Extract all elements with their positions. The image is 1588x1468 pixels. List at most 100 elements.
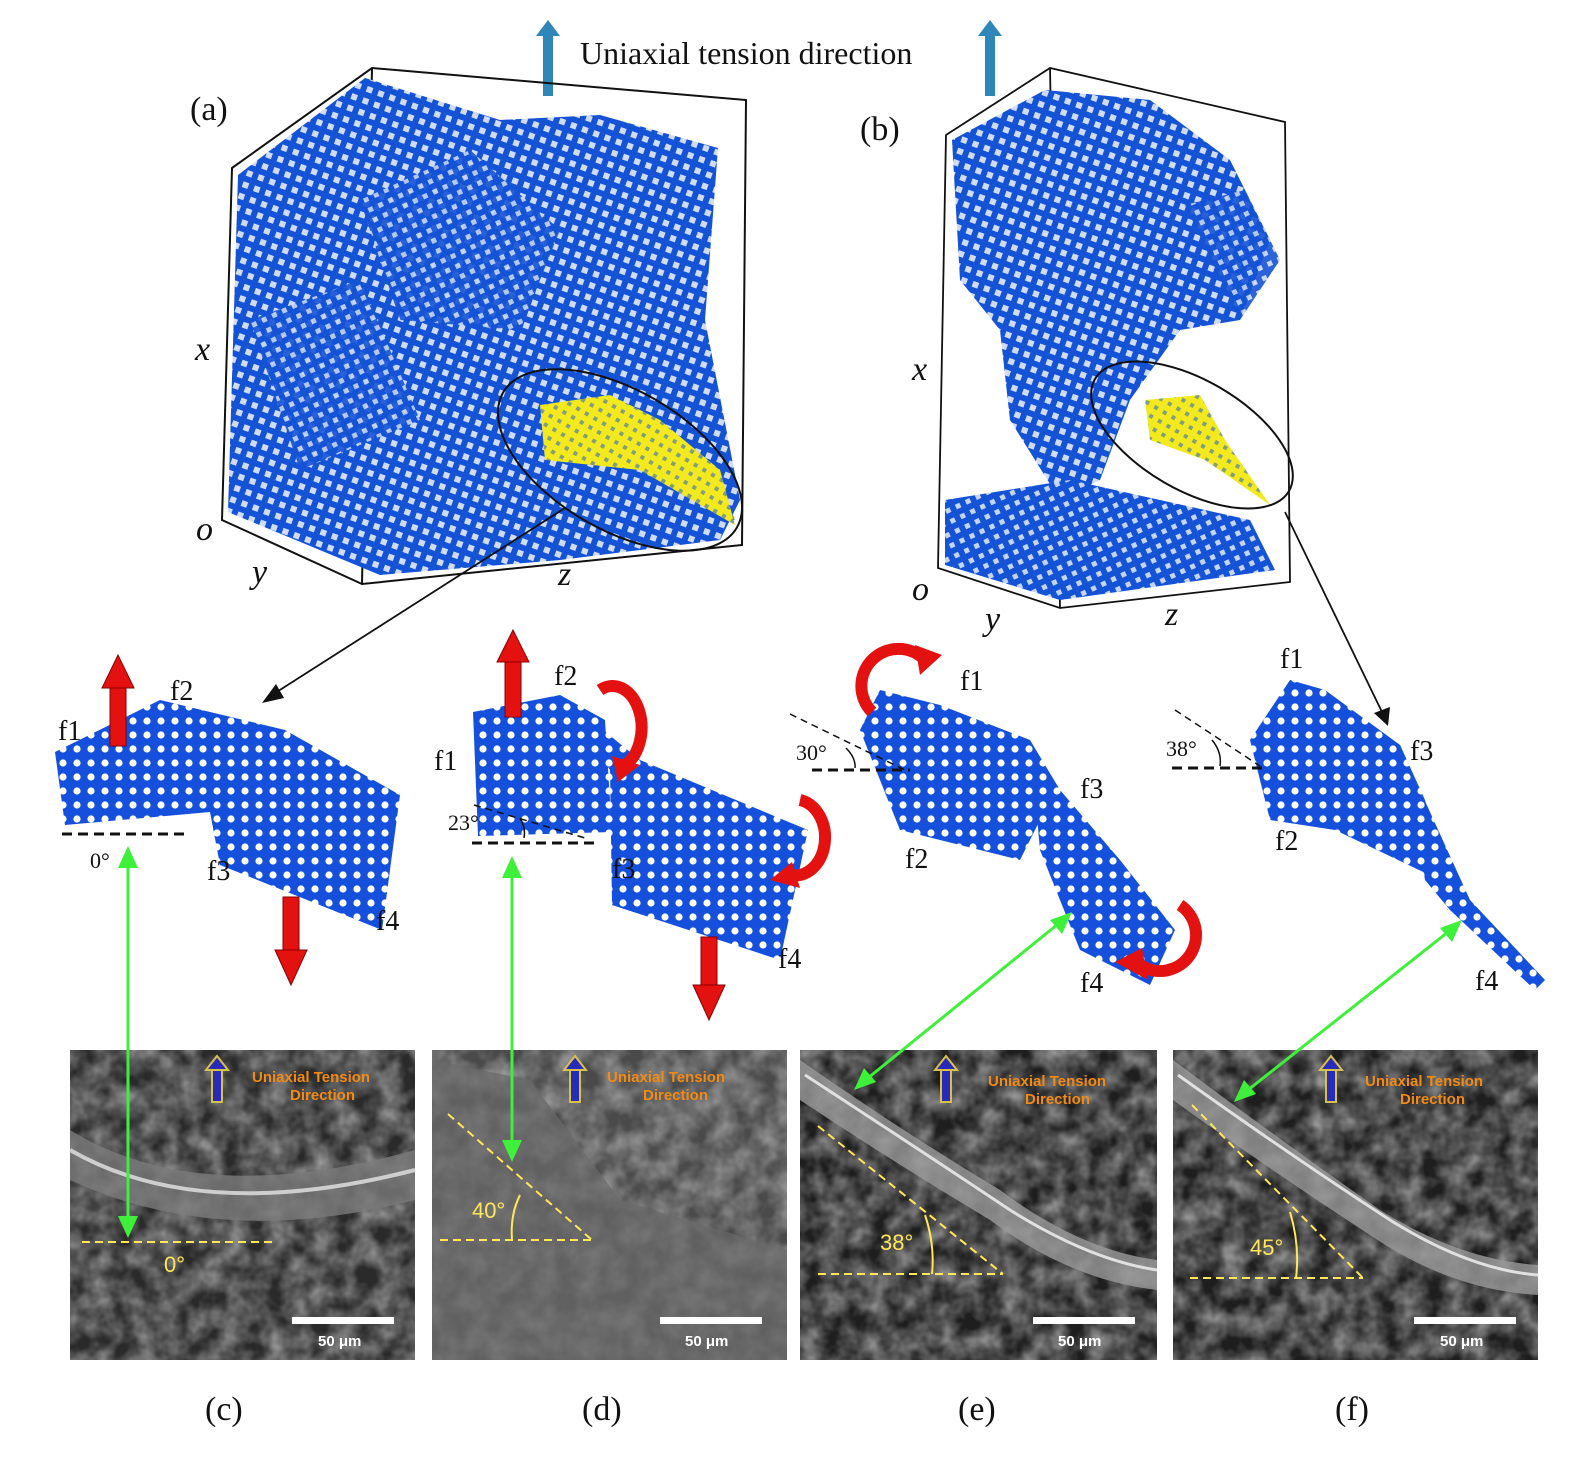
axis-x-b: x [911,351,927,388]
highlighted-sheets-a [540,395,735,525]
panel-b-label: (b) [860,111,900,148]
scale-label-c: 50 μm [318,1333,361,1350]
rotation-arrow-e-bottom [1115,900,1203,980]
panel-d-label: (d) [582,1391,622,1428]
axis-o-a: o [196,511,213,548]
sem-tension-label-e-1: Uniaxial Tension [988,1073,1106,1090]
scale-label-d: 50 μm [685,1333,728,1350]
label-f2-f: f2 [1275,826,1298,857]
force-arrow-up-d [496,628,530,718]
scale-bar-f [1414,1317,1516,1324]
panel-c-label: (c) [205,1391,243,1428]
scale-label-e: 50 μm [1058,1333,1101,1350]
sem-angle-arc-e [924,1214,934,1275]
model-e: f1 f2 f3 f4 30° [789,642,1203,999]
sem-image-f: Uniaxial Tension Direction 45° 50 μm [1173,1050,1539,1360]
link-arrow-c [118,846,138,1238]
label-f1-f: f1 [1280,644,1303,675]
sem-tension-label-e-2: Direction [1025,1091,1090,1108]
graphene-network-b [945,90,1280,600]
label-f3-e: f3 [1080,774,1103,805]
link-arrow-d [502,856,522,1162]
sem-tilt-line-f [1191,1104,1364,1279]
sem-image-d: Uniaxial Tension Direction 40° 50 μm [432,1050,787,1360]
axis-z-a: z [557,556,571,593]
angle-label-c: 0° [90,848,110,873]
panel-a-label: (a) [190,91,228,128]
tension-direction-header: Uniaxial tension direction [536,20,1002,96]
sem-tilt-line-d [447,1113,593,1241]
angle-arc-d [519,817,526,839]
sem-image-c: Uniaxial Tension Direction 0° 50 μm [69,1050,416,1360]
sem-tension-arrow-c-icon [203,1054,231,1103]
sem-tension-label-c-2: Direction [290,1087,355,1104]
label-f2-d: f2 [554,661,577,692]
angle-label-d: 23° [448,810,479,835]
tension-arrow-left-icon [536,20,560,96]
link-arrow-f [1234,920,1462,1102]
label-f3-f: f3 [1410,736,1433,767]
label-f4-d: f4 [778,944,801,975]
tilt-line-f [1174,709,1261,767]
axis-o-b: o [912,571,929,608]
highlight-ellipse-a [496,368,744,552]
tension-direction-label: Uniaxial tension direction [580,35,912,71]
sem-angle-arc-d [510,1194,521,1241]
model-f: f1 f2 f3 f4 38° [1166,644,1545,997]
sem-tension-arrow-e-icon [932,1054,960,1103]
sem-tension-arrow-f-icon [1317,1054,1345,1103]
ribbon-e-upper [860,690,1050,860]
label-f4-f: f4 [1475,966,1498,997]
tilt-line-d [473,804,586,839]
model-d: f1 f2 f3 f4 23° [434,628,832,1022]
label-f2-e: f2 [905,844,928,875]
sem-angle-label-e: 38° [880,1230,913,1255]
rotation-arrow-d-top [596,680,648,782]
scale-bar-d [660,1317,762,1324]
tilt-line-e [789,713,906,771]
label-f4-e: f4 [1080,968,1103,999]
link-arrow-e [854,912,1072,1090]
sem-tilt-line-e [817,1125,1004,1275]
force-arrow-up-c [101,653,135,747]
axis-z-b: z [1164,596,1178,633]
panel-f-label: (f) [1335,1391,1369,1428]
panel-a: (a) x o y z [190,66,748,593]
ribbon-f-upper [1250,680,1440,880]
ribbon-c-left [55,700,210,825]
sem-image-e: Uniaxial Tension Direction 38° 50 μm [800,1050,1158,1360]
force-arrow-down-d [692,936,726,1022]
label-f3-d: f3 [612,854,635,885]
sem-tension-arrow-d-icon [561,1054,589,1103]
zoom-pointer-b [1284,511,1390,726]
angle-label-e: 30° [796,740,827,765]
ribbon-c-right [160,700,400,930]
axis-y-b: y [982,601,1001,638]
scale-label-f: 50 μm [1440,1333,1483,1350]
force-arrow-down-c [274,896,308,987]
rotation-arrow-e-top [855,642,942,717]
angle-label-f: 38° [1166,736,1197,761]
sem-tension-label-d-1: Uniaxial Tension [607,1069,725,1086]
sem-tension-label-f-2: Direction [1400,1091,1465,1108]
label-f4-c: f4 [376,906,399,937]
scale-bar-e [1033,1317,1135,1324]
axis-y-a: y [249,554,268,591]
sem-tension-label-c-1: Uniaxial Tension [252,1069,370,1086]
sem-tension-label-f-1: Uniaxial Tension [1365,1073,1483,1090]
axis-x-a: x [194,331,210,368]
label-f1-e: f1 [960,666,983,697]
label-f2-c: f2 [170,676,193,707]
label-f1-c: f1 [58,716,81,747]
tension-arrow-right-icon [978,20,1002,96]
sem-angle-arc-f [1289,1211,1299,1279]
panel-b: (b) x o y z [860,67,1294,638]
label-f3-c: f3 [207,856,230,887]
scale-bar-c [292,1317,394,1324]
model-c: f1 f2 f3 f4 0° [55,653,400,987]
sem-angle-label-d: 40° [472,1198,505,1223]
sem-angle-label-c: 0° [164,1252,185,1277]
ribbon-d-left [473,695,612,836]
ribbon-f-tail [1400,745,1545,990]
